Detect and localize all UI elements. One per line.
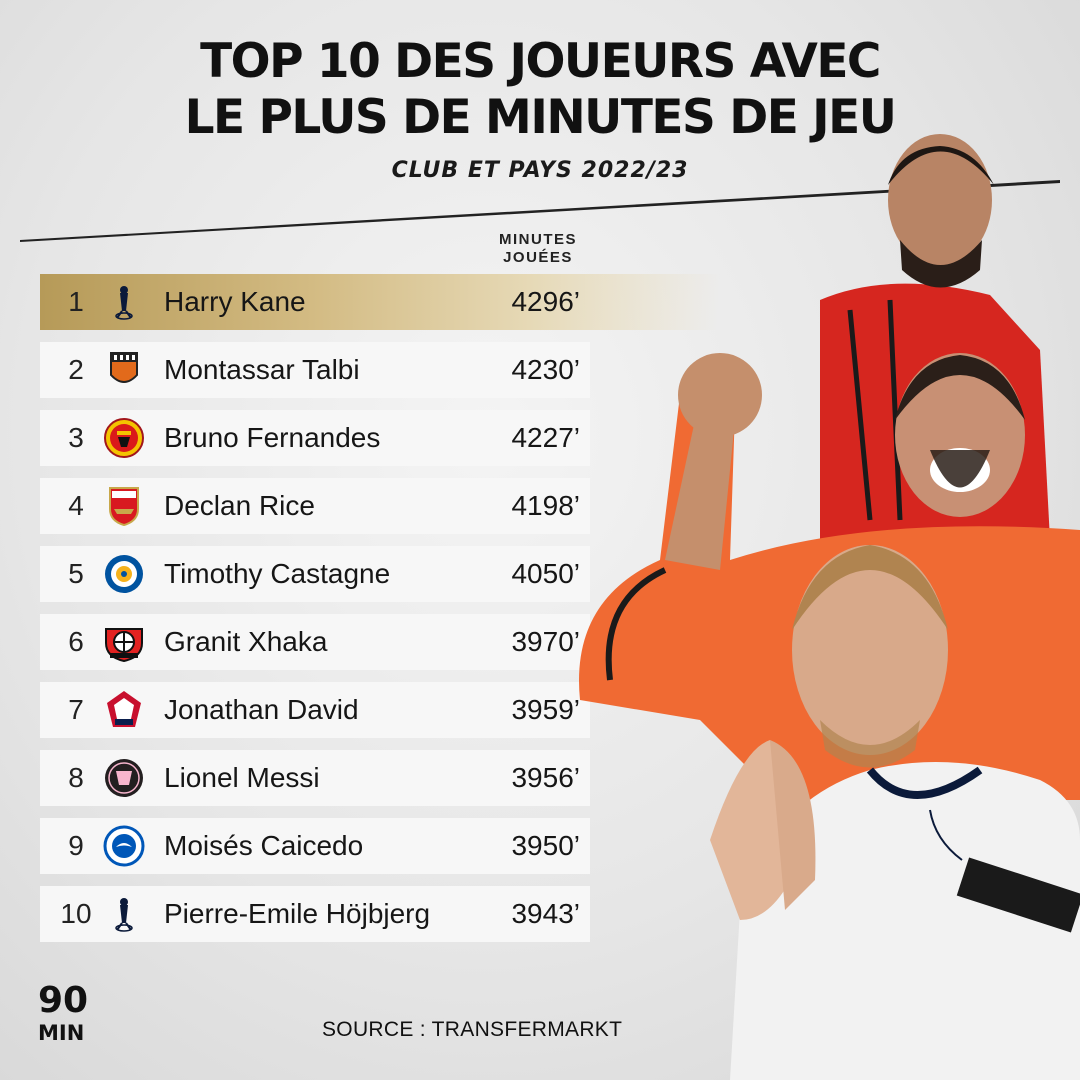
- rank-number: 7: [68, 694, 84, 725]
- rank-number: 9: [68, 830, 84, 861]
- minutes-played: 4198’: [511, 490, 580, 521]
- lille-crest-icon: [107, 691, 141, 727]
- player-name: Lionel Messi: [164, 762, 320, 793]
- minutes-played: 3959’: [511, 694, 580, 725]
- minutes-played: 4050’: [511, 558, 580, 589]
- brighton-crest-icon: [103, 825, 145, 867]
- player-name: Granit Xhaka: [164, 626, 328, 657]
- rank-number: 4: [68, 490, 84, 521]
- table-row: 8 Lionel Messi 3956’: [40, 750, 590, 806]
- table-row: 10 Pierre-Emile Höjbjerg 3943’: [40, 886, 590, 942]
- player-name: Moisés Caicedo: [164, 830, 364, 861]
- table-row: 3 Bruno Fernandes 4227’: [40, 410, 590, 466]
- manchester-united-crest-icon: [104, 418, 144, 458]
- lorient-crest-icon: [110, 352, 138, 383]
- tottenham-crest-icon: [115, 898, 133, 932]
- player-name: Declan Rice: [164, 490, 315, 521]
- minutes-played: 3943’: [511, 898, 580, 929]
- title-line-2: LE PLUS DE MINUTES DE JEU: [184, 90, 897, 145]
- minutes-played: 4227’: [511, 422, 580, 453]
- minutes-played: 4296’: [511, 286, 580, 317]
- tottenham-crest-icon: [115, 286, 133, 320]
- rank-number: 10: [60, 898, 92, 929]
- player-name: Jonathan David: [164, 694, 359, 725]
- table-row: 4 Declan Rice 4198’: [40, 478, 590, 534]
- rank-number: 3: [68, 422, 84, 453]
- column-header-line-1: MINUTES: [499, 231, 577, 248]
- minutes-played: 3950’: [511, 830, 580, 861]
- player-name: Bruno Fernandes: [164, 422, 381, 453]
- 90min-logo: 90 MIN: [38, 980, 88, 1044]
- rank-number: 6: [68, 626, 84, 657]
- player-cutout-white-kit: [710, 545, 1080, 1080]
- arsenal-crest-icon: [109, 487, 139, 527]
- table-row: 6 Granit Xhaka 3970’: [40, 614, 590, 670]
- diagonal-divider: [20, 180, 1060, 242]
- logo-min-text: MIN: [38, 1021, 84, 1044]
- minutes-played: 3956’: [511, 762, 580, 793]
- page-title: TOP 10 DES JOUEURS AVEC LE PLUS DE MINUT…: [0, 34, 1080, 146]
- player-name: Montassar Talbi: [164, 354, 360, 385]
- rank-number: 1: [68, 286, 84, 317]
- table-row: 2 Montassar Talbi 4230’: [40, 342, 590, 398]
- minutes-played: 4230’: [511, 354, 580, 385]
- column-header-line-2: JOUÉES: [503, 249, 573, 266]
- table-row: 1 Harry Kane 4296’: [40, 274, 720, 330]
- table-row: 5 Timothy Castagne 4050’: [40, 546, 590, 602]
- logo-number-text: 90: [38, 980, 88, 1021]
- players-photo-collage: [579, 134, 1080, 1080]
- page-subtitle: CLUB ET PAYS 2022/23: [391, 158, 689, 183]
- rank-number: 2: [68, 354, 84, 385]
- minutes-played: 3970’: [511, 626, 580, 657]
- table-row: 7 Jonathan David 3959’: [40, 682, 590, 738]
- rank-number: 5: [68, 558, 84, 589]
- player-name: Harry Kane: [164, 286, 306, 317]
- minutes-column-header: MINUTES JOUÉES: [478, 231, 598, 267]
- player-name: Timothy Castagne: [164, 558, 391, 589]
- bayer-leverkusen-crest-icon: [105, 628, 143, 663]
- source-credit: SOURCE : TRANSFERMARKT: [322, 1018, 623, 1041]
- leicester-city-crest-icon: [105, 555, 143, 593]
- table-row: 9 Moisés Caicedo 3950’: [40, 818, 590, 874]
- rank-number: 8: [68, 762, 84, 793]
- player-name: Pierre-Emile Höjbjerg: [164, 898, 431, 929]
- title-line-1: TOP 10 DES JOUEURS AVEC: [200, 34, 881, 89]
- inter-miami-crest-icon: [105, 759, 143, 797]
